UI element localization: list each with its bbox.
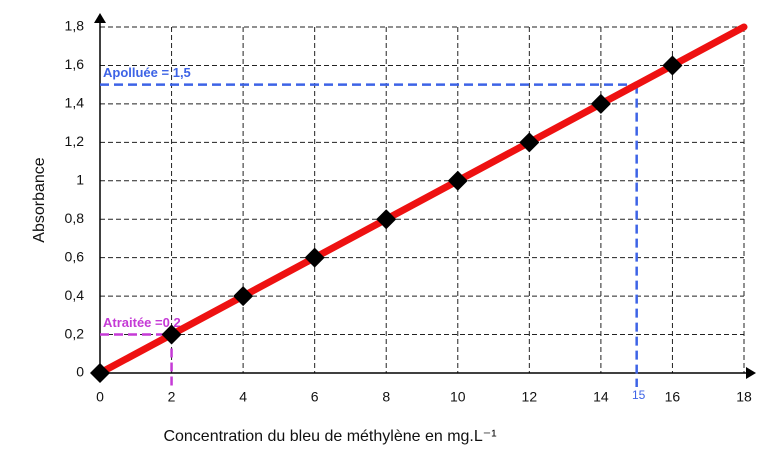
guide-label: Atraitée =0,2 xyxy=(103,315,181,330)
y-tick-label: 0,4 xyxy=(65,287,85,303)
data-point xyxy=(447,170,468,191)
data-point xyxy=(90,363,110,383)
x-axis-label: Concentration du bleu de méthylène en mg… xyxy=(163,428,496,445)
x-tick-label: 8 xyxy=(382,389,390,405)
x-tick-label: 4 xyxy=(239,389,247,405)
data-point xyxy=(233,286,254,307)
data-point xyxy=(161,324,182,345)
x-axis-arrow xyxy=(746,367,756,379)
x-tick-label: 6 xyxy=(311,389,319,405)
guide-label: Apolluée = 1,5 xyxy=(103,65,191,80)
y-tick-label: 0,2 xyxy=(65,325,85,341)
y-tick-label: 1 xyxy=(76,171,84,187)
x-tick-label: 10 xyxy=(450,389,466,405)
y-tick-label: 1,2 xyxy=(65,133,85,149)
x-tick-label: 14 xyxy=(593,389,609,405)
data-point xyxy=(519,132,540,153)
x-tick-label: 18 xyxy=(736,389,752,405)
y-tick-label: 0,8 xyxy=(65,210,85,226)
x-tick-label: 0 xyxy=(96,389,104,405)
y-tick-label: 1,4 xyxy=(65,95,85,111)
y-tick-label: 1,8 xyxy=(65,18,85,34)
y-tick-label: 0 xyxy=(76,364,84,380)
x-tick-label: 16 xyxy=(665,389,681,405)
x-tick-label: 12 xyxy=(522,389,538,405)
x-tick-label: 2 xyxy=(168,389,176,405)
data-point xyxy=(662,55,683,76)
fit-line xyxy=(96,23,748,377)
y-axis-label: Absorbance xyxy=(31,157,48,242)
y-tick-label: 0,6 xyxy=(65,248,85,264)
data-point xyxy=(304,247,325,268)
guide-x-label: 15 xyxy=(632,388,646,402)
data-point xyxy=(376,209,397,230)
y-tick-label: 1,6 xyxy=(65,56,85,72)
y-axis-arrow xyxy=(94,13,106,23)
data-point xyxy=(590,93,611,114)
